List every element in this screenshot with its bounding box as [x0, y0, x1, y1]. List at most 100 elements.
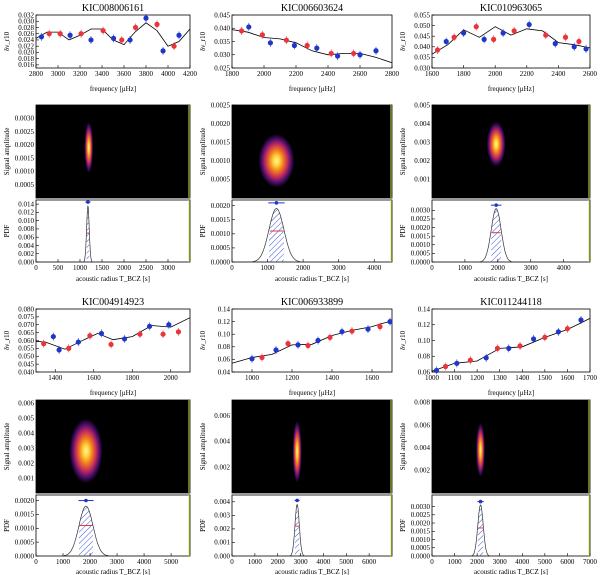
x-tick-label: 1100 — [448, 374, 462, 382]
x-tick-label: 1200 — [285, 374, 300, 382]
fit-curve — [431, 26, 591, 55]
y-tick-label: 0.0025 — [411, 511, 431, 519]
blue-data-point — [500, 30, 506, 36]
x-axis: 0 1000 2000 3000 4000 acoustic radius T_BCZ [… — [230, 259, 382, 283]
pdf-histogram — [36, 205, 190, 263]
blue-data-point — [75, 339, 81, 345]
y-tick-label: 0.14 — [218, 305, 231, 313]
x-tick-label: 1000 — [245, 374, 260, 382]
red-data-point — [41, 341, 47, 347]
y-tick-label: 0.075 — [18, 313, 34, 321]
y-tick-label: 0.030 — [214, 51, 230, 59]
x-axis: 1800 2000 2200 2400 2600 2800 frequency [μHz] — [225, 65, 400, 93]
y-axis: 0.0000.0020.0040.0060.0080.0100.0120.014… — [3, 200, 39, 266]
blue-data-point — [571, 44, 577, 50]
y-tick-label: 0.0015 — [411, 528, 431, 536]
y-axis-label: Signal amplitude — [3, 423, 11, 471]
blue-data-point — [461, 30, 467, 36]
scatter-plot-frame — [231, 308, 393, 373]
fit-curve — [231, 29, 393, 64]
pdf-peak-marker — [295, 498, 299, 503]
x-axis-label: frequency [μHz] — [90, 389, 136, 397]
y-tick-label: 0.005 — [414, 101, 430, 109]
y-tick-label: 0.028 — [18, 24, 34, 32]
x-tick-label: 1800 — [457, 70, 472, 78]
pdf-histogram — [432, 504, 590, 557]
blue-data-point — [335, 53, 341, 59]
y-tick-label: 0.080 — [18, 305, 34, 313]
x-tick-label: 2400 — [321, 70, 336, 78]
x-axis: 0 1000 2000 3000 4000 acoustic radius T_BCZ [… — [430, 259, 571, 283]
red-data-point — [349, 328, 355, 334]
y-tick-label: 0.010 — [18, 217, 34, 225]
red-data-point — [108, 341, 114, 348]
red-data-point — [304, 42, 310, 49]
y-axis: 0.025 0.030 0.035 0.040 0.045 δν_r10 — [199, 11, 235, 72]
y-tick-label: 0.0015 — [15, 511, 35, 519]
red-data-point — [328, 50, 334, 57]
blue-data-point — [38, 34, 45, 40]
red-data-point — [175, 329, 182, 335]
y-tick-label: 0.08 — [418, 353, 431, 361]
scatter-plot-frame — [35, 308, 191, 373]
red-data-point — [451, 34, 457, 40]
x-axis-label: acoustic radius T_BCZ [s] — [474, 275, 548, 283]
y-axis: 0.0005 0.0010 0.0015 0.0020 0.0025 Signal amp… — [199, 101, 235, 184]
y-tick-label: 0.024 — [18, 36, 34, 44]
blue-data-point — [530, 336, 537, 342]
x-tick-label: 1000 — [73, 264, 88, 272]
blue-data-point — [526, 21, 532, 28]
scatter-plot-frame — [35, 14, 191, 69]
y-axis: 0.0005 0.0010 0.0015 0.0020 0.0025 0.0030 Sign… — [3, 115, 39, 189]
y-tick-label: 0.0010 — [211, 230, 231, 238]
x-tick-label: 1000 — [425, 374, 440, 382]
red-data-point — [46, 31, 52, 37]
blue-data-point — [88, 37, 94, 43]
blue-data-point — [578, 317, 584, 323]
y-tick-label: 0.040 — [414, 43, 430, 51]
y-axis: 0.0400.0450.0500.0550.0600.0650.0700.075… — [3, 305, 39, 376]
y-tick-label: 0.065 — [18, 329, 34, 337]
y-tick-label: 0.025 — [214, 64, 230, 72]
y-axis-label: PDF — [399, 519, 407, 532]
y-tick-label: 0.0005 — [211, 244, 231, 252]
y-axis: 0.0160.0180.0200.0220.0240.0260.0280.030… — [3, 11, 39, 69]
y-tick-label: 0.0010 — [15, 525, 35, 533]
blue-data-point — [291, 42, 297, 49]
blue-data-point — [314, 45, 320, 51]
blue-data-point — [454, 360, 460, 366]
red-data-point — [259, 32, 265, 38]
x-tick-label: 2000 — [470, 558, 485, 566]
panel-title: KIC006603624 — [281, 3, 343, 14]
x-tick-label: 3000 — [161, 264, 176, 272]
y-tick-label: 0.0015 — [211, 139, 231, 147]
blue-data-point — [506, 345, 512, 351]
x-tick-label: 2000 — [257, 70, 272, 78]
y-tick-label: 0.0025 — [411, 215, 431, 223]
x-tick-label: 4000 — [557, 264, 572, 272]
red-data-point — [517, 343, 523, 349]
y-tick-label: 0.003 — [414, 139, 430, 147]
pdf-peak-marker — [494, 203, 498, 207]
y-tick-label: 0.002 — [414, 467, 430, 475]
y-tick-label: 0.04 — [218, 368, 231, 376]
y-tick-label: 0.002 — [414, 157, 430, 165]
x-tick-label: 1600 — [560, 374, 575, 382]
y-axis-label: Signal amplitude — [199, 128, 207, 176]
x-tick-label: 2400 — [551, 70, 566, 78]
x-tick-label: 3000 — [524, 264, 539, 272]
red-data-point — [542, 334, 548, 340]
y-tick-label: 0.12 — [218, 318, 231, 326]
y-tick-label: 0.055 — [414, 11, 430, 19]
heatmap-frame — [35, 399, 191, 494]
blue-data-point — [433, 367, 440, 374]
y-tick-label: 0.0010 — [211, 157, 231, 165]
blue-data-point — [176, 32, 182, 38]
red-data-point — [562, 34, 569, 40]
x-tick-label: 4000 — [367, 264, 382, 272]
y-tick-label: 0.0015 — [15, 154, 35, 162]
y-tick-label: 0.002 — [214, 525, 230, 533]
y-tick-label: 0.0000 — [411, 258, 431, 266]
y-axis: 0.001 0.002 0.003 0.004 0.005 0.006 Signal amp… — [3, 399, 39, 482]
x-tick-label: 1400 — [48, 374, 63, 382]
